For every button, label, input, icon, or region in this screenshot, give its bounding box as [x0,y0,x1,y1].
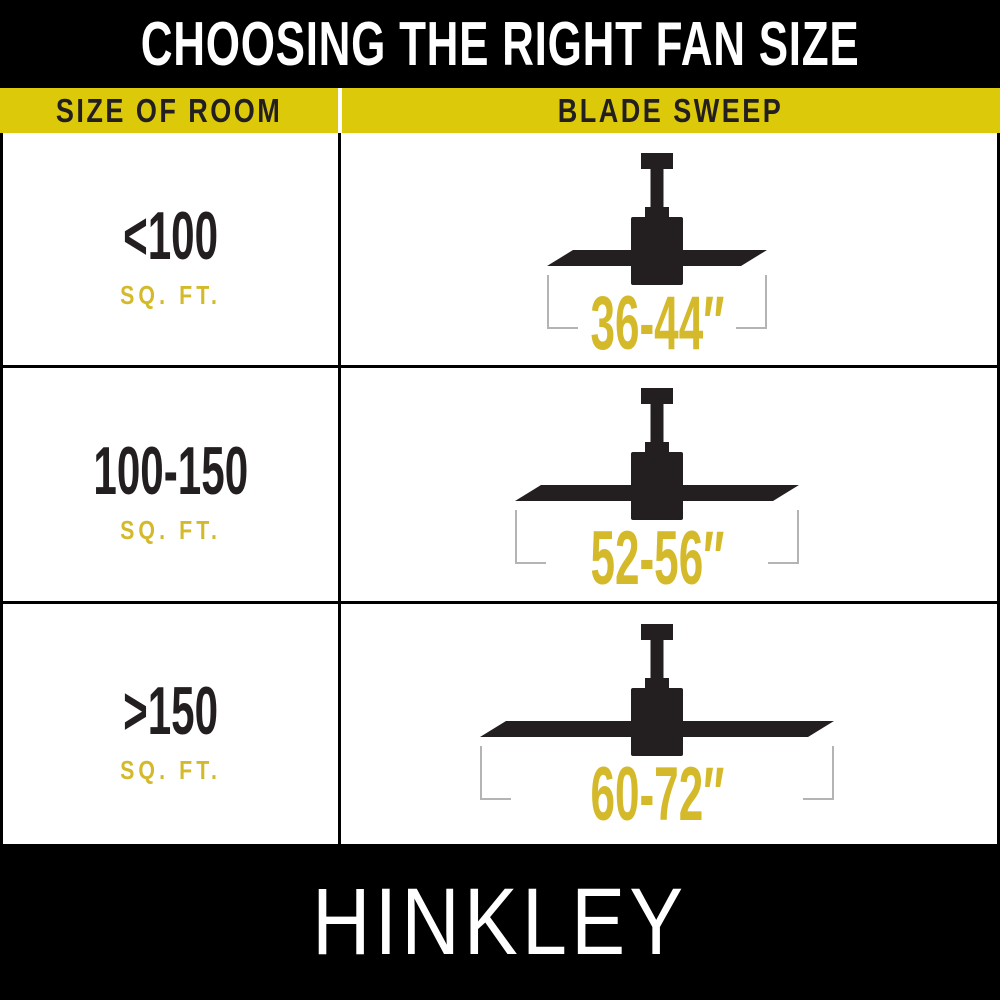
blade-sweep-cell: 52-56″ [341,368,997,601]
measurement-bracket [547,275,767,329]
room-size-cell: >150 SQ. FT. [3,604,341,844]
column-header-room: SIZE OF ROOM [0,88,338,133]
ceiling-fan-icon [480,624,834,800]
measurement-bracket [480,746,834,800]
column-header-band: SIZE OF ROOM BLADE SWEEP [0,88,1000,133]
brand-logo: HINKLEY [312,868,688,975]
ceiling-fan-icon [515,388,799,564]
page-title: CHOOSING THE RIGHT FAN SIZE [140,9,860,79]
fan-blades [547,250,767,266]
column-header-sweep-label: BLADE SWEEP [558,91,784,129]
blade-sweep-cell: 60-72″ [341,604,997,844]
column-divider [338,88,342,133]
ceiling-fan-icon [547,153,767,329]
room-size-cell: <100 SQ. FT. [3,133,341,365]
table-row: <100 SQ. FT. 36-44″ [3,133,997,368]
room-size-cell: 100-150 SQ. FT. [3,368,341,601]
fan-blades [480,721,834,737]
size-table: <100 SQ. FT. 36-44″ 100-150 [0,133,1000,844]
column-header-sweep: BLADE SWEEP [342,88,1000,133]
room-size-unit: SQ. FT. [120,515,221,545]
blade-sweep-label: 60-72″ [590,751,724,837]
top-banner: CHOOSING THE RIGHT FAN SIZE [0,0,1000,88]
measurement-bracket [515,510,799,564]
room-size-value: <100 [123,197,218,274]
table-row: >150 SQ. FT. 60-72″ [3,604,997,844]
blade-sweep-label: 36-44″ [590,280,724,366]
bottom-banner: HINKLEY [0,844,1000,1000]
room-size-value: >150 [123,672,218,749]
room-size-unit: SQ. FT. [120,279,221,310]
room-size-value: 100-150 [93,433,248,509]
fan-blades [515,485,799,501]
column-header-room-label: SIZE OF ROOM [55,91,283,129]
room-size-unit: SQ. FT. [120,754,221,785]
blade-sweep-cell: 36-44″ [341,133,997,366]
blade-sweep-label: 52-56″ [590,515,724,601]
table-row: 100-150 SQ. FT. 52-56″ [3,368,997,604]
